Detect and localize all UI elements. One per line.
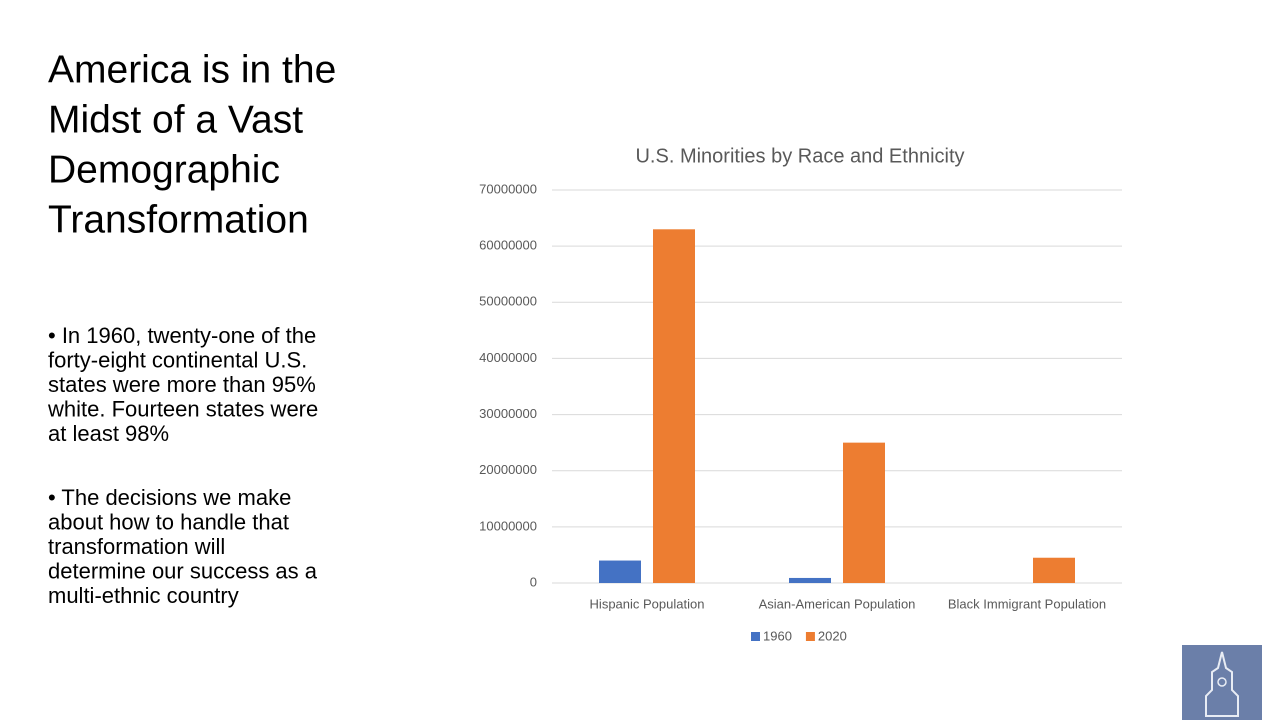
legend-swatch: [751, 632, 760, 641]
bar: [789, 577, 831, 583]
legend-label: 1960: [763, 628, 792, 643]
bullet-line: forty-eight continental U.S.: [48, 347, 307, 372]
y-tick-label: 10000000: [479, 518, 537, 533]
logo: [1182, 645, 1262, 720]
logo-clock: [1217, 677, 1227, 687]
slide-title-line: Midst of a Vast: [48, 98, 303, 141]
y-tick-label: 30000000: [479, 406, 537, 421]
bullet-line: multi-ethnic country: [48, 583, 239, 608]
bullet-line: • The decisions we make: [48, 485, 291, 510]
bar: [1033, 557, 1075, 583]
legend-label: 2020: [818, 628, 847, 643]
x-tick-label: Hispanic Population: [590, 596, 705, 611]
legend-swatch: [805, 632, 815, 641]
x-tick-label: Black Immigrant Population: [948, 596, 1106, 611]
bar: [843, 442, 885, 583]
x-tick-label: Asian-American Population: [759, 596, 916, 611]
bar: [653, 229, 695, 584]
logo-bg: [1182, 645, 1262, 720]
bullet-line: white. Fourteen states were: [47, 396, 318, 421]
logo-building: [1205, 651, 1239, 717]
y-tick-label: 0: [530, 574, 537, 589]
slide-title-line: America is in the: [48, 48, 336, 91]
slide-title-line: Transformation: [48, 198, 309, 241]
bullet-line: about how to handle that: [48, 509, 289, 534]
y-tick-label: 20000000: [479, 462, 537, 477]
chart-title: U.S. Minorities by Race and Ethnicity: [635, 145, 964, 167]
bullet-line: at least 98%: [48, 421, 169, 446]
y-tick-label: 40000000: [479, 350, 537, 365]
y-tick-label: 50000000: [479, 294, 537, 309]
bullet-line: states were more than 95%: [48, 372, 316, 397]
y-tick-label: 60000000: [479, 238, 537, 253]
slide-title-line: Demographic: [48, 148, 280, 191]
bar: [599, 560, 641, 583]
bullet-line: • In 1960, twenty-one of the: [48, 323, 316, 348]
bullet-line: determine our success as a: [48, 558, 318, 583]
y-tick-label: 70000000: [479, 181, 537, 196]
bullet-line: transformation will: [48, 534, 225, 559]
